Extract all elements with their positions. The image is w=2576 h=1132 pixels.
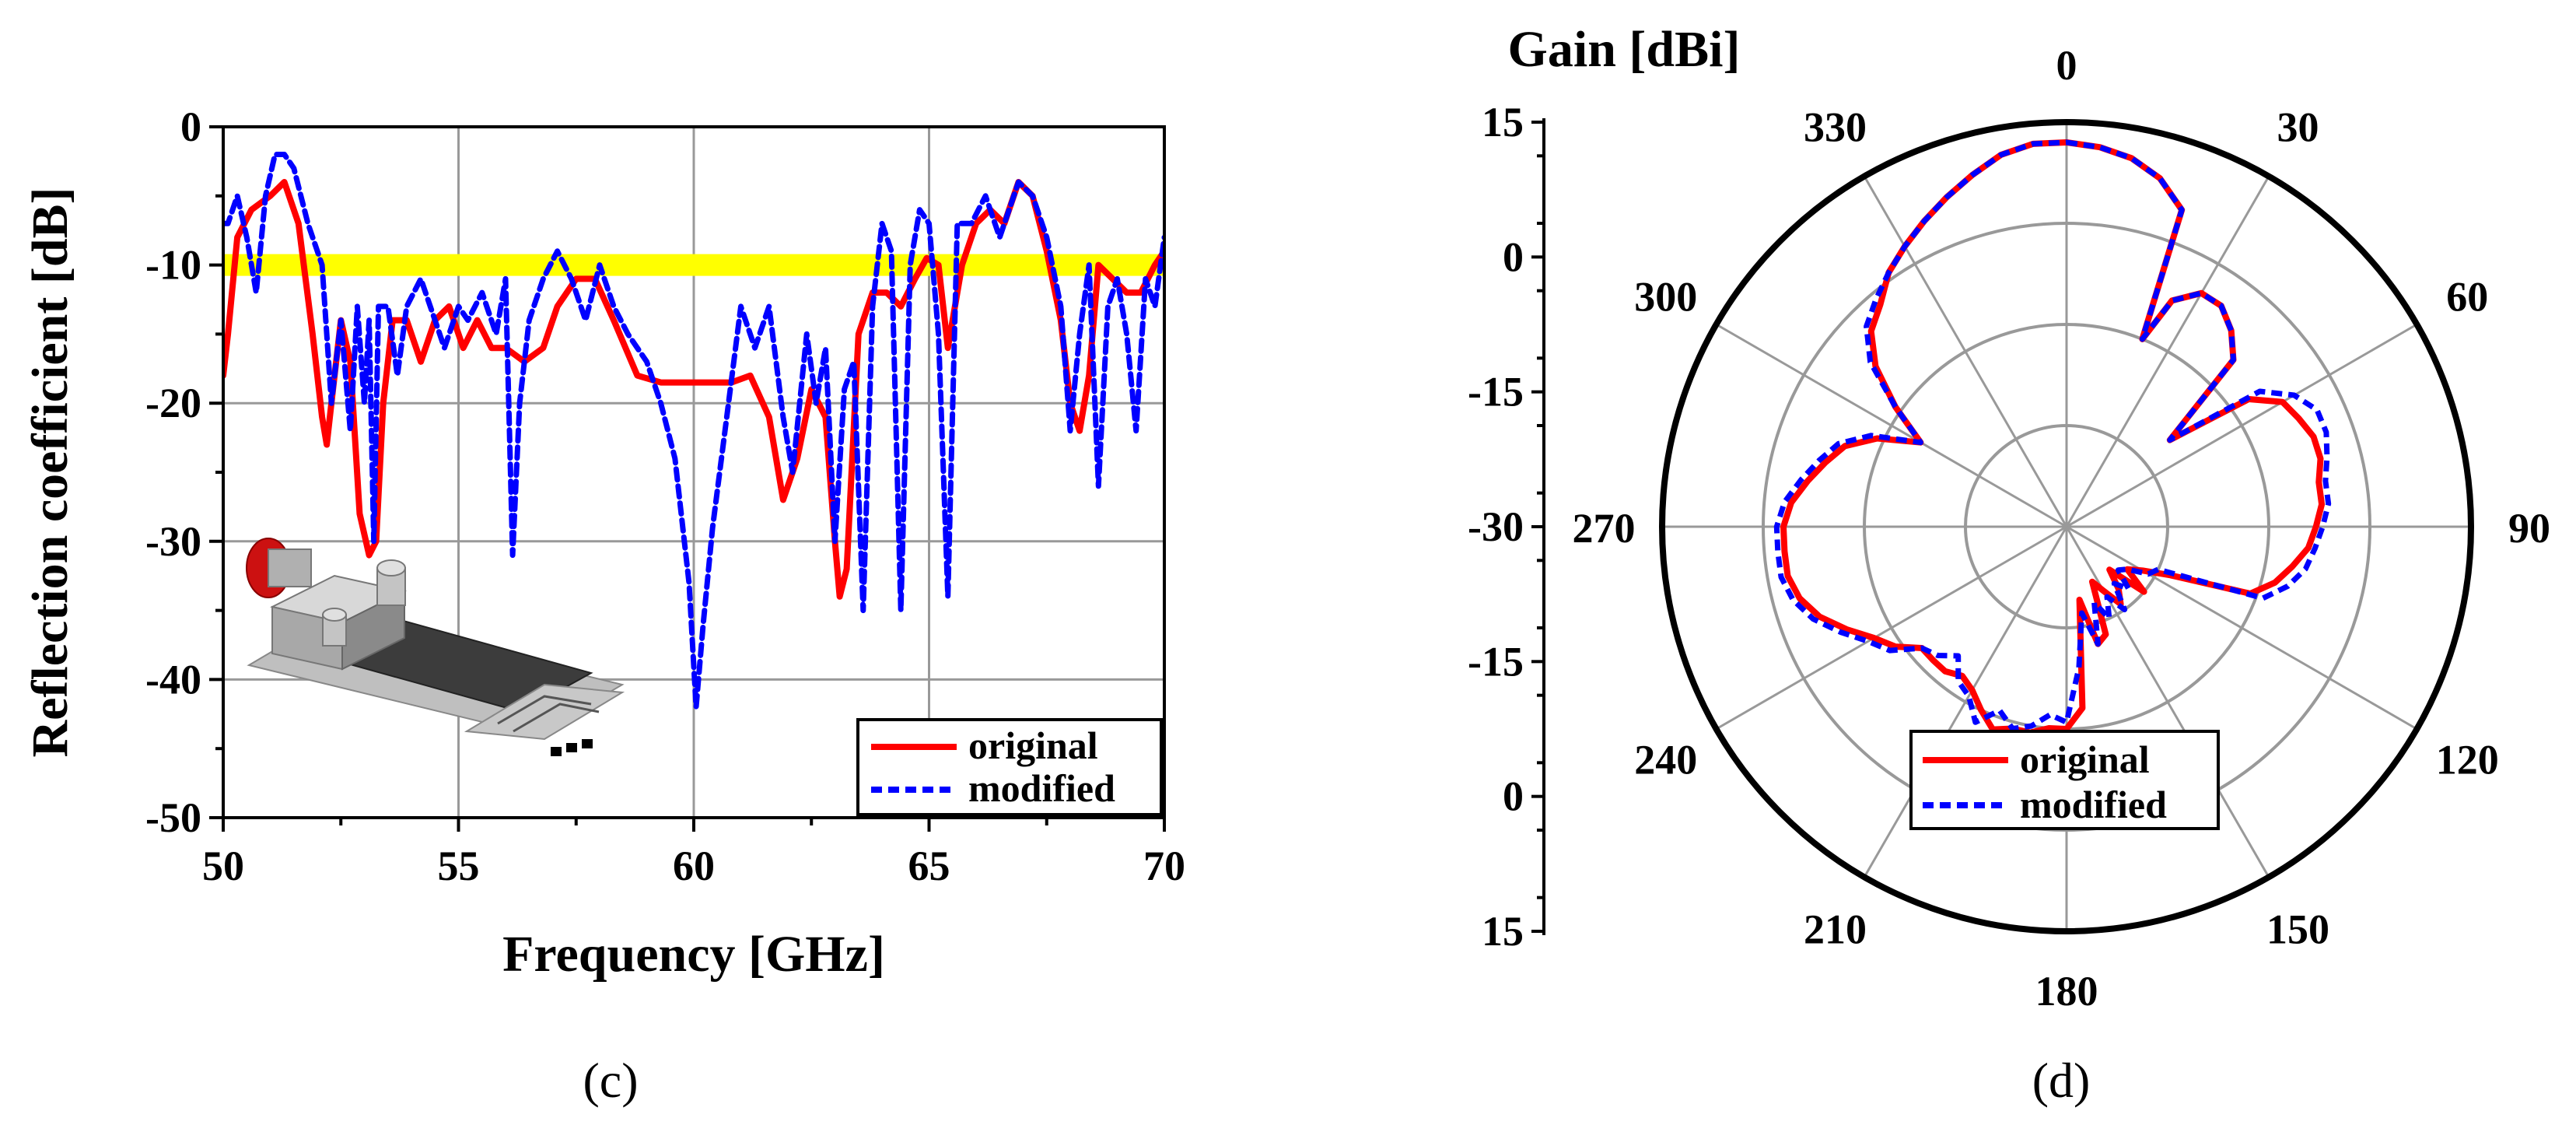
- chart-d-grid-spoke: [1863, 175, 2068, 527]
- chart-d-angle-label: 120: [2436, 737, 2499, 783]
- chart-c-ytick-label: -40: [145, 656, 201, 703]
- chart-c-threshold-band: [223, 254, 1164, 276]
- chart-d-grid-spoke: [1715, 525, 2067, 731]
- chart-d-radial-axis: 15 0 -15 -30 -15 0 15: [1468, 99, 1545, 955]
- chart-d-radial-tick-label: 0: [1503, 233, 1524, 280]
- chart-d-angle-label: 270: [1573, 505, 1636, 552]
- chart-c-xtick-label: 60: [673, 843, 715, 889]
- chart-d-grid-spoke: [2065, 175, 2270, 527]
- chart-d-radial-tick-label: 0: [1503, 773, 1524, 820]
- chart-d-angle-label: 0: [2056, 42, 2077, 89]
- chart-d-radial-tick-label: 15: [1482, 99, 1524, 145]
- legend-label-original: original: [968, 724, 1098, 767]
- chart-c-ytick-label: -10: [145, 242, 201, 289]
- chart-d-legend: original modified: [1909, 730, 2220, 830]
- chart-d-grid-spoke: [2066, 323, 2418, 528]
- chart-c-xtick-label: 70: [1143, 843, 1185, 889]
- chart-d-angle-label: 60: [2446, 274, 2488, 321]
- chart-d-grid-spoke: [1715, 323, 2067, 528]
- chart-c-caption: (c): [583, 1053, 638, 1108]
- chart-c-series-modified: [223, 152, 1164, 710]
- chart-d-angle-label: 210: [1804, 906, 1867, 952]
- legend-label-original: original: [2020, 738, 2150, 781]
- chart-d-radial-tick-label: -15: [1468, 638, 1524, 685]
- chart-c-ytick-label: 0: [180, 103, 201, 150]
- antenna-device-illustration: [246, 538, 625, 756]
- chart-c-xtick-label: 55: [438, 843, 480, 889]
- chart-c-xtick-label: 65: [908, 843, 950, 889]
- chart-c-ytick-label: -50: [145, 794, 201, 841]
- chart-c-legend: original modified: [856, 718, 1163, 816]
- chart-d-outer-ring: [1659, 119, 2474, 934]
- chart-c-ytick-label: -30: [145, 518, 201, 565]
- chart-c-axis-ticks: 50 55 60 65 70 0 -10 -20 -30 -40 -50: [145, 103, 1185, 889]
- chart-d-rlabel: Gain [dBi]: [1508, 21, 1741, 78]
- chart-d-caption: (d): [2032, 1053, 2091, 1108]
- chart-d-grid-spoke: [2066, 525, 2418, 731]
- chart-d-radial-tick-label: -30: [1468, 503, 1524, 550]
- chart-d-radial-tick-label: 15: [1482, 908, 1524, 955]
- chart-d-angle-label: 30: [2277, 104, 2319, 151]
- chart-d-angle-label: 90: [2508, 505, 2550, 552]
- chart-c-xlabel: Frequency [GHz]: [502, 926, 885, 983]
- chart-d-grid: [1662, 122, 2471, 931]
- chart-d-angle-label: 240: [1634, 737, 1697, 783]
- chart-c-ylabel: Reflection coefficient [dB]: [22, 187, 79, 757]
- chart-d-angle-label: 150: [2266, 906, 2329, 952]
- legend-label-modified: modified: [2020, 783, 2167, 826]
- chart-d-radial-tick-label: -15: [1468, 369, 1524, 415]
- chart-c: 50 55 60 65 70 0 -10 -20 -30 -40 -50 Frequency [GH…: [22, 103, 1185, 1108]
- chart-d-grid-spoke: [1863, 526, 2068, 878]
- chart-d-angle-label: 180: [2035, 968, 2098, 1015]
- chart-c-series-group: [223, 152, 1164, 710]
- chart-c-ytick-label: -20: [145, 380, 201, 426]
- chart-d-angle-label: 330: [1804, 104, 1867, 151]
- chart-d-angle-label: 300: [1634, 274, 1697, 321]
- chart-d-series-modified: [1773, 139, 2332, 731]
- chart-d-angle-labels: 0 30 60 90 120 150 180 210 240 270 300 330: [1573, 42, 2551, 1015]
- chart-d-series-group: [1773, 139, 2332, 736]
- chart-c-xtick-label: 50: [202, 843, 244, 889]
- legend-label-modified: modified: [968, 766, 1115, 810]
